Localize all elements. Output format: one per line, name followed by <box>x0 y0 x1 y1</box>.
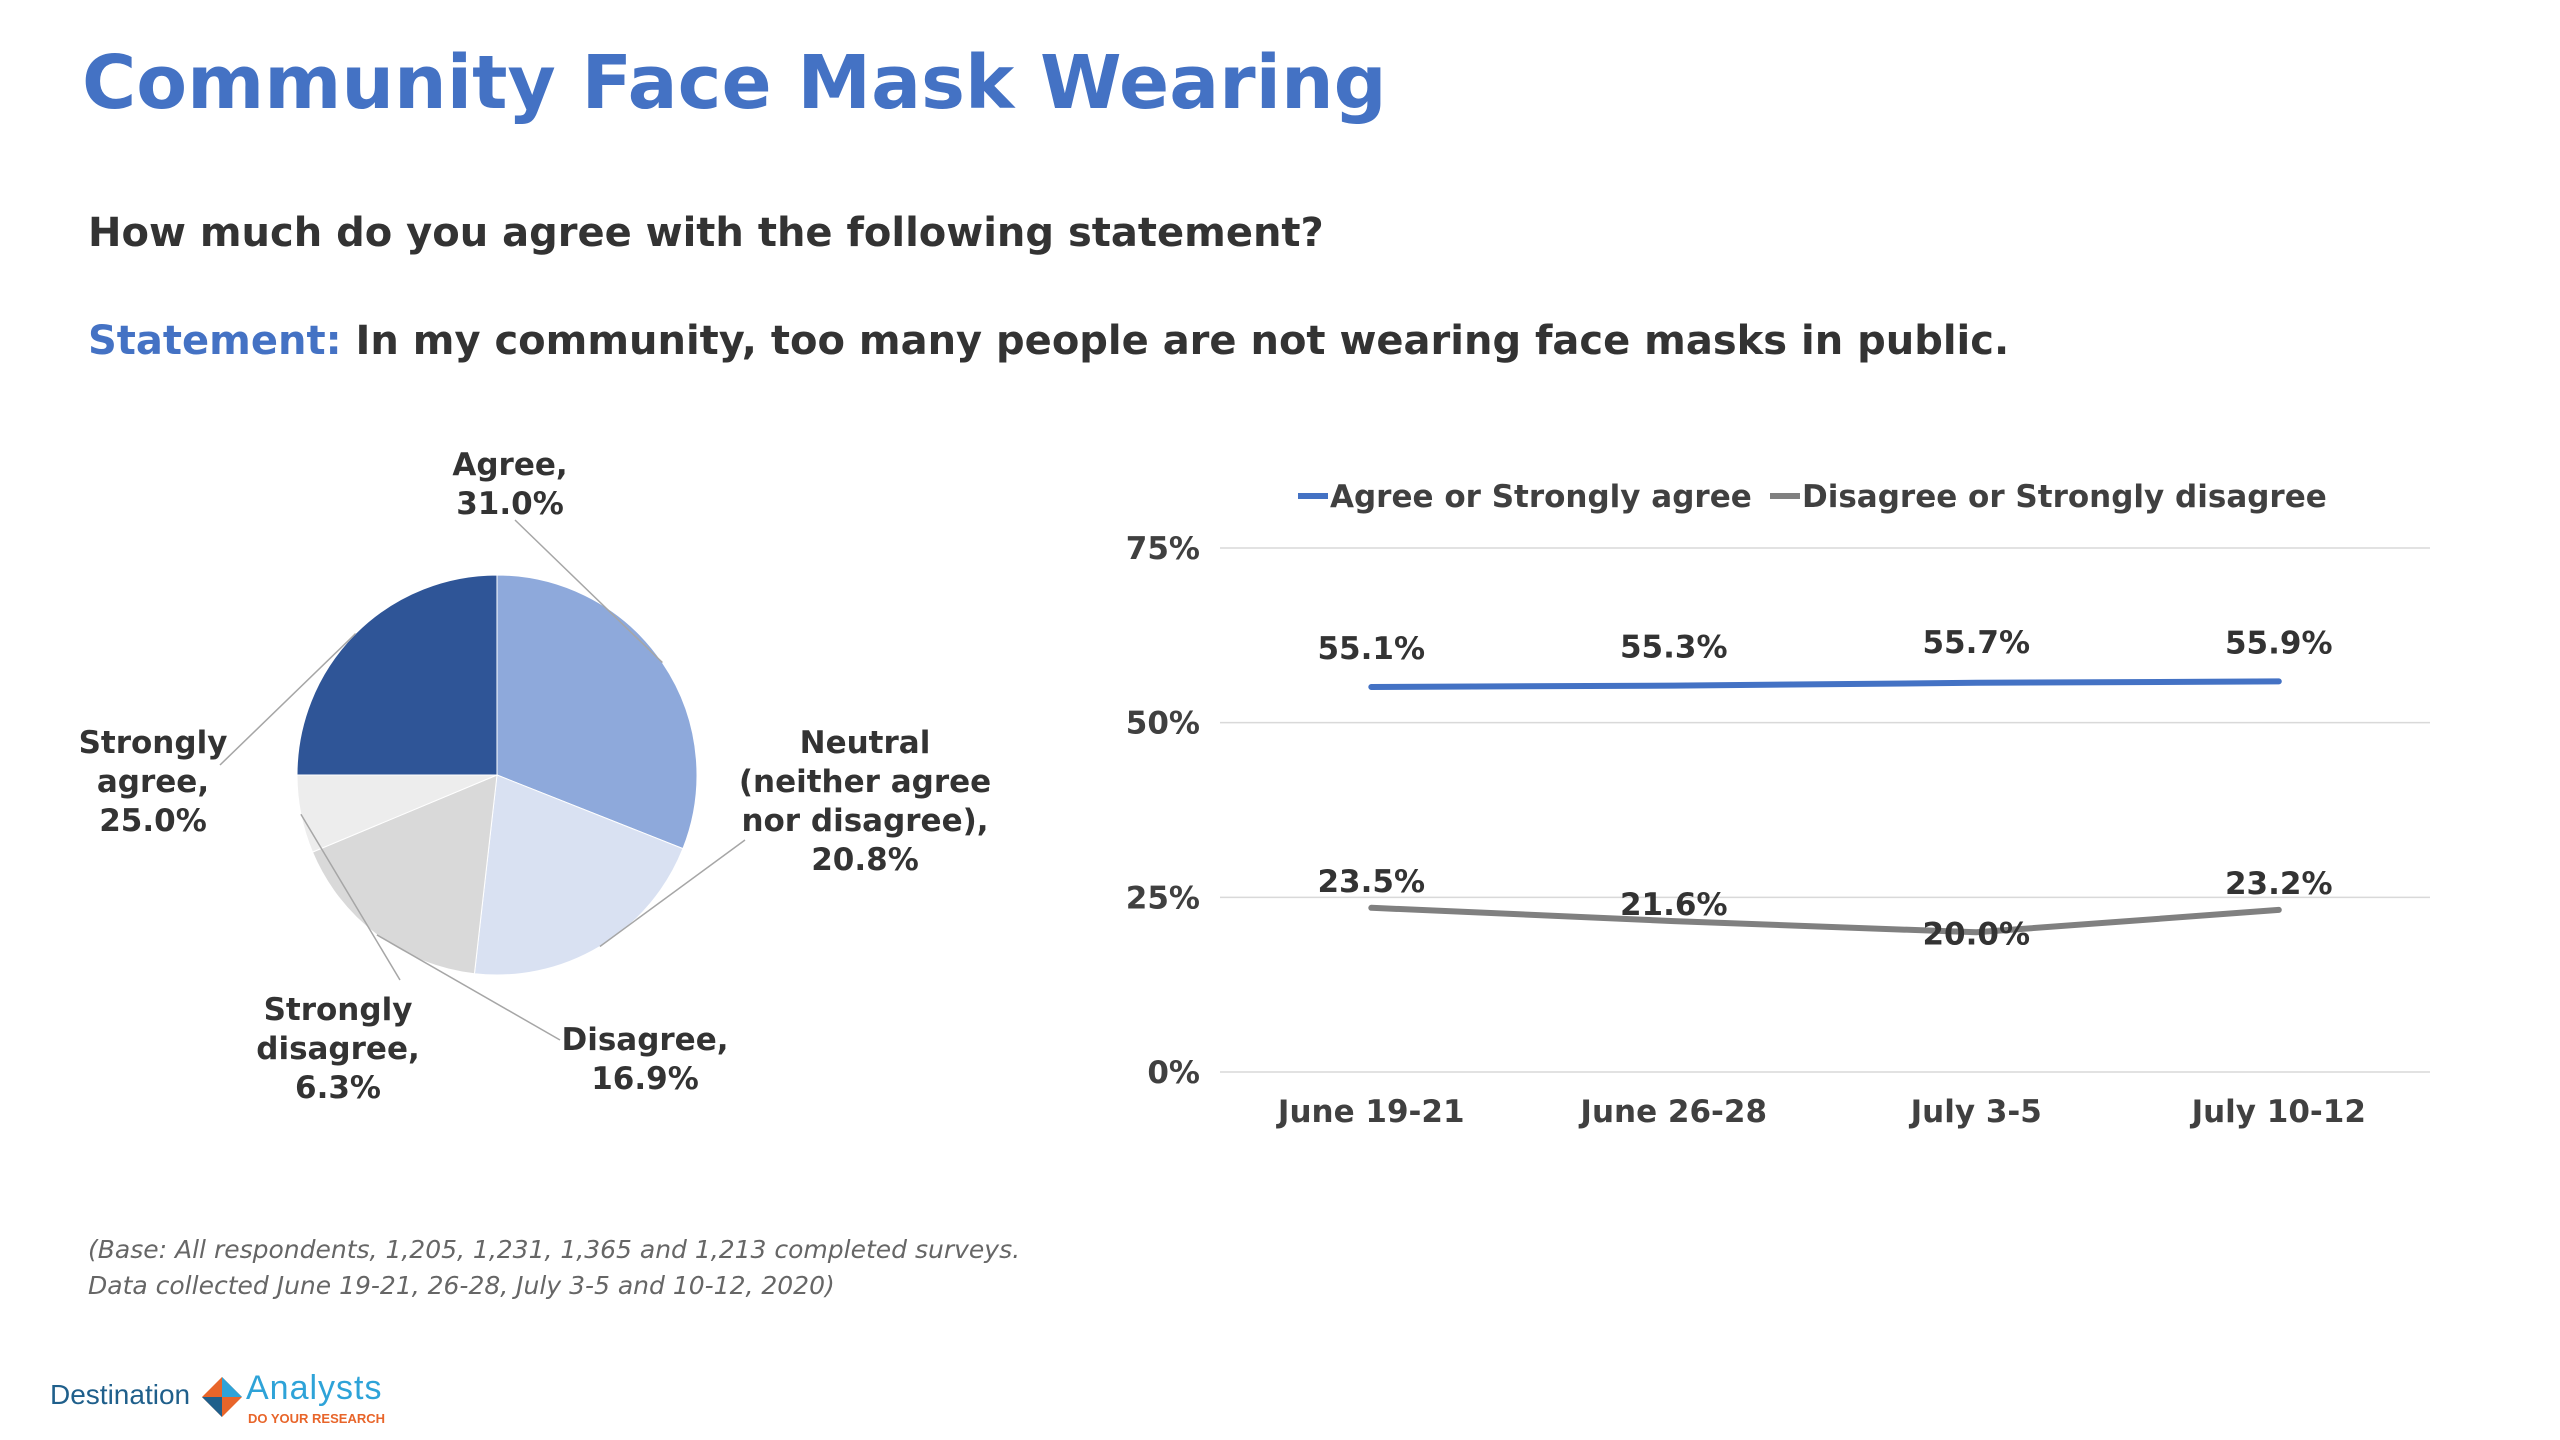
statement-label: Statement: <box>88 318 342 364</box>
pie-label-agree: Agree, 31.0% <box>452 447 567 522</box>
pie-leader-line-strongly-agree <box>219 633 357 766</box>
page-title: Community Face Mask Wearing <box>82 40 1387 126</box>
legend-label-disagree: Disagree or Strongly disagree <box>1802 479 2327 515</box>
footnote-line2: Data collected June 19-21, 26-28, July 3… <box>88 1271 835 1300</box>
legend-label-agree: Agree or Strongly agree <box>1330 479 1752 515</box>
data-label-disagree: 20.0% <box>1922 916 2030 952</box>
data-label-disagree: 21.6% <box>1620 887 1728 923</box>
x-tick-label: June 26-28 <box>1578 1094 1767 1130</box>
y-tick-label: 75% <box>1126 531 1200 567</box>
y-tick-label: 50% <box>1126 706 1200 742</box>
data-label-agree: 55.7% <box>1922 625 2030 661</box>
pie-slice-strongly-agree <box>296 574 498 776</box>
data-label-disagree: 23.5% <box>1317 864 1425 900</box>
pie-label-strongly-agree: Strongly agree, 25.0% <box>79 725 228 839</box>
y-tick-label: 25% <box>1126 880 1200 916</box>
data-label-agree: 55.3% <box>1620 630 1728 666</box>
logo-tagline: DO YOUR RESEARCH <box>248 1411 386 1426</box>
pie-chart: Agree, 31.0% Neutral (neither agree nor dis… <box>79 447 992 1106</box>
pie-leader-line-strongly-disagree <box>300 813 401 981</box>
pie-slice-neutral-neither-agree-nor-disagree <box>473 774 684 976</box>
pie-leader-line-disagree <box>376 934 561 1041</box>
data-label-agree: 55.9% <box>2225 625 2333 661</box>
pie-leader-line-neutral <box>599 839 746 948</box>
footnote-line1: (Base: All respondents, 1,205, 1,231, 1,… <box>88 1235 1021 1264</box>
statement-text: In my community, too many people are not… <box>341 318 2010 364</box>
x-tick-label: July 3-5 <box>1909 1094 2042 1130</box>
survey-statement: Statement: In my community, too many peo… <box>88 318 2009 364</box>
pie-label-disagree: Disagree, 16.9% <box>561 1022 728 1097</box>
logo-diamond-icon <box>202 1377 242 1417</box>
x-tick-label: July 10-12 <box>2190 1094 2366 1130</box>
footnote: (Base: All respondents, 1,205, 1,231, 1,… <box>88 1232 1020 1304</box>
x-tick-label: June 19-21 <box>1276 1094 1465 1130</box>
line-chart: Agree or Strongly agree Disagree or Stro… <box>1126 479 2430 1130</box>
logo-word-destination: Destination <box>50 1379 191 1410</box>
series-line-disagree <box>1368 904 2282 936</box>
survey-question: How much do you agree with the following… <box>88 210 1324 256</box>
pie-label-neutral: Neutral (neither agree nor disagree), 20.8% <box>739 725 991 878</box>
pie-leader-line-agree <box>514 519 663 664</box>
logo-word-analysts: Analysts <box>246 1369 383 1407</box>
data-label-agree: 55.1% <box>1317 631 1425 667</box>
y-tick-label: 0% <box>1147 1055 1200 1091</box>
destination-analysts-logo: Destination Analysts DO YOUR RESEARCH <box>50 1365 390 1435</box>
data-label-disagree: 23.2% <box>2225 866 2333 902</box>
pie-label-strongly-disagree: Strongly disagree, 6.3% <box>256 992 420 1106</box>
series-line-agree <box>1368 678 2282 690</box>
